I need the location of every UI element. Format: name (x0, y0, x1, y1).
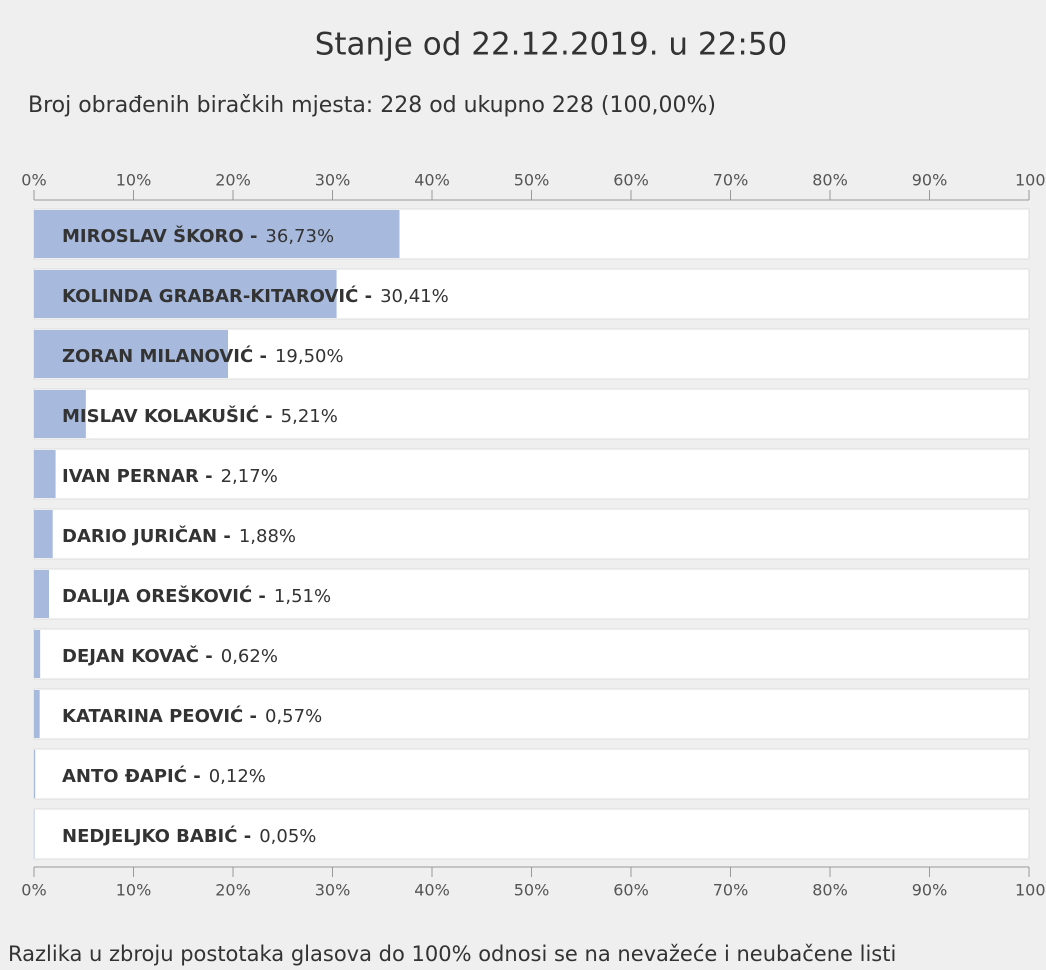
bar-label: KATARINA PEOVIĆ - 0,57% (62, 705, 322, 727)
bar-label: DALIJA OREŠKOVIĆ - 1,51% (62, 585, 331, 607)
x-tick-label: 10% (116, 881, 152, 900)
bar (34, 690, 40, 738)
row-box (33, 568, 1030, 620)
bar (34, 330, 229, 378)
row-box (33, 508, 1030, 560)
bar (34, 210, 400, 258)
value-label: 19,50% (275, 346, 344, 367)
x-tick-label: 50% (514, 881, 550, 900)
row-box (33, 628, 1030, 680)
row-box (33, 748, 1030, 800)
x-tick-label: 100% (1015, 881, 1046, 900)
candidate-name: IVAN PERNAR - (62, 466, 213, 487)
x-tick-label: 100% (1015, 171, 1046, 190)
x-tick-label: 60% (613, 881, 649, 900)
value-label: 5,21% (281, 406, 338, 427)
value-label: 0,57% (265, 706, 322, 727)
chart-subtitle: Broj obrađenih biračkih mjesta: 228 od u… (28, 93, 716, 118)
x-tick-label: 0% (21, 171, 46, 190)
candidate-name: DEJAN KOVAČ - (62, 645, 213, 667)
candidate-name: DARIO JURIČAN - (62, 525, 231, 547)
bar (34, 270, 337, 318)
x-tick-label: 30% (315, 171, 351, 190)
x-tick-label: 40% (414, 171, 450, 190)
candidate-name: MISLAV KOLAKUŠIĆ - (62, 405, 273, 427)
candidate-name: ZORAN MILANOVIĆ - (62, 345, 267, 367)
row-box (33, 388, 1030, 440)
bar-label: MIROSLAV ŠKORO - 36,73% (62, 225, 334, 247)
bar (34, 750, 36, 798)
value-label: 0,05% (259, 826, 316, 847)
bar (34, 570, 50, 618)
x-tick-label: 90% (912, 881, 948, 900)
row-box (33, 448, 1030, 500)
candidate-name: KATARINA PEOVIĆ - (62, 705, 257, 727)
candidate-name: KOLINDA GRABAR-KITAROVIĆ - (62, 285, 372, 307)
x-tick-label: 10% (116, 171, 152, 190)
bar-label: DEJAN KOVAČ - 0,62% (62, 645, 278, 667)
x-tick-label: 80% (812, 881, 848, 900)
bar (34, 450, 56, 498)
bar (34, 630, 41, 678)
x-tick-label: 50% (514, 171, 550, 190)
x-tick-label: 80% (812, 171, 848, 190)
x-tick-label: 70% (713, 171, 749, 190)
x-tick-label: 40% (414, 881, 450, 900)
value-label: 30,41% (380, 286, 449, 307)
bar (34, 390, 86, 438)
footnote: Razlika u zbroju postotaka glasova do 10… (8, 942, 896, 966)
value-label: 2,17% (221, 466, 278, 487)
x-tick-label: 90% (912, 171, 948, 190)
row-box (33, 808, 1030, 860)
bar-label: ZORAN MILANOVIĆ - 19,50% (62, 345, 344, 367)
chart-title: Stanje od 22.12.2019. u 22:50 (315, 27, 788, 63)
x-tick-label: 0% (21, 881, 46, 900)
bar (34, 510, 53, 558)
value-label: 0,12% (209, 766, 266, 787)
x-tick-label: 60% (613, 171, 649, 190)
value-label: 36,73% (265, 226, 334, 247)
candidate-name: NEDJELJKO BABIĆ - (62, 825, 251, 847)
bar-label: KOLINDA GRABAR-KITAROVIĆ - 30,41% (62, 285, 449, 307)
bar-label: DARIO JURIČAN - 1,88% (62, 525, 296, 547)
bar-label: MISLAV KOLAKUŠIĆ - 5,21% (62, 405, 338, 427)
bar-label: NEDJELJKO BABIĆ - 0,05% (62, 825, 316, 847)
value-label: 1,88% (239, 526, 296, 547)
x-tick-label: 30% (315, 881, 351, 900)
candidate-name: MIROSLAV ŠKORO - (62, 225, 257, 247)
candidate-name: DALIJA OREŠKOVIĆ - (62, 585, 266, 607)
x-tick-label: 70% (713, 881, 749, 900)
bar-label: IVAN PERNAR - 2,17% (62, 466, 278, 487)
bar-label: ANTO ĐAPIĆ - 0,12% (62, 765, 266, 787)
x-tick-label: 20% (215, 881, 251, 900)
value-label: 1,51% (274, 586, 331, 607)
row-box (33, 688, 1030, 740)
value-label: 0,62% (221, 646, 278, 667)
x-tick-label: 20% (215, 171, 251, 190)
candidate-name: ANTO ĐAPIĆ - (62, 765, 201, 787)
